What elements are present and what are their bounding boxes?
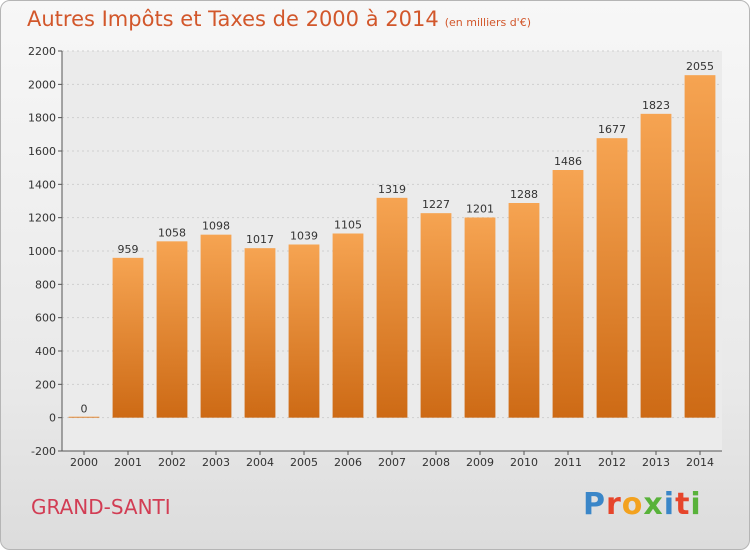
y-tick-label: 1000 xyxy=(28,245,56,258)
data-label: 1227 xyxy=(422,198,450,211)
logo-letter: o xyxy=(621,487,644,522)
bar xyxy=(552,170,584,418)
y-tick-label: 1200 xyxy=(28,212,56,225)
x-tick-label: 2002 xyxy=(158,456,186,469)
x-tick-label: 2011 xyxy=(554,456,582,469)
bar xyxy=(68,416,100,418)
bar xyxy=(640,113,672,418)
x-tick-label: 2006 xyxy=(334,456,362,469)
x-tick-label: 2004 xyxy=(246,456,274,469)
proxiti-logo[interactable]: Proxiti xyxy=(583,487,702,522)
data-label: 1677 xyxy=(598,123,626,136)
data-label: 1201 xyxy=(466,203,494,216)
data-label: 1486 xyxy=(554,155,582,168)
data-label: 959 xyxy=(118,243,139,256)
data-label: 1319 xyxy=(378,183,406,196)
logo-letter: i xyxy=(690,487,702,522)
x-tick-label: 2001 xyxy=(114,456,142,469)
bar xyxy=(332,233,364,418)
data-label: 1017 xyxy=(246,233,274,246)
y-tick-label: 2200 xyxy=(28,45,56,58)
x-tick-label: 2003 xyxy=(202,456,230,469)
logo-letter: P xyxy=(583,487,606,522)
bar xyxy=(156,241,188,418)
bar xyxy=(684,75,716,418)
chart-title: Autres Impôts et Taxes de 2000 à 2014 xyxy=(27,7,439,31)
data-label: 1288 xyxy=(510,188,538,201)
bar xyxy=(112,257,144,418)
x-tick-label: 2008 xyxy=(422,456,450,469)
y-tick-label: 400 xyxy=(35,345,56,358)
y-tick-label: 600 xyxy=(35,312,56,325)
data-label: 1823 xyxy=(642,99,670,112)
bar xyxy=(596,138,628,418)
x-tick-label: 2009 xyxy=(466,456,494,469)
x-tick-label: 2007 xyxy=(378,456,406,469)
y-tick-label: 0 xyxy=(49,412,56,425)
y-tick-label: 1400 xyxy=(28,178,56,191)
logo-letter: i xyxy=(663,487,676,522)
data-label: 2055 xyxy=(686,60,714,73)
data-label: 1105 xyxy=(334,219,362,232)
data-label: 1098 xyxy=(202,220,230,233)
y-tick-label: 1800 xyxy=(28,112,56,125)
commune-name: GRAND-SANTI xyxy=(31,495,171,519)
x-tick-label: 2012 xyxy=(598,456,626,469)
y-tick-label: 200 xyxy=(35,378,56,391)
x-tick-label: 2005 xyxy=(290,456,318,469)
x-tick-label: 2010 xyxy=(510,456,538,469)
x-tick-label: 2014 xyxy=(686,456,714,469)
bar xyxy=(464,217,496,418)
logo-letter: r xyxy=(606,487,622,522)
x-tick-label: 2013 xyxy=(642,456,670,469)
chart-unit: (en milliers d'€) xyxy=(444,16,531,29)
data-label: 0 xyxy=(81,403,88,416)
chart-title-block: Autres Impôts et Taxes de 2000 à 2014 (en… xyxy=(27,7,531,31)
bar xyxy=(508,203,540,418)
bar xyxy=(244,248,276,418)
bar xyxy=(420,213,452,418)
y-tick-label: 1600 xyxy=(28,145,56,158)
bar xyxy=(288,244,320,418)
y-tick-label: 800 xyxy=(35,278,56,291)
data-label: 1058 xyxy=(158,226,186,239)
y-tick-label: 2000 xyxy=(28,78,56,91)
data-label: 1039 xyxy=(290,230,318,243)
bar xyxy=(376,197,408,418)
bar xyxy=(200,234,232,418)
x-tick-label: 2000 xyxy=(70,456,98,469)
logo-letter: x xyxy=(643,487,664,522)
y-tick-label: -200 xyxy=(31,445,56,458)
logo-letter: t xyxy=(675,487,691,522)
